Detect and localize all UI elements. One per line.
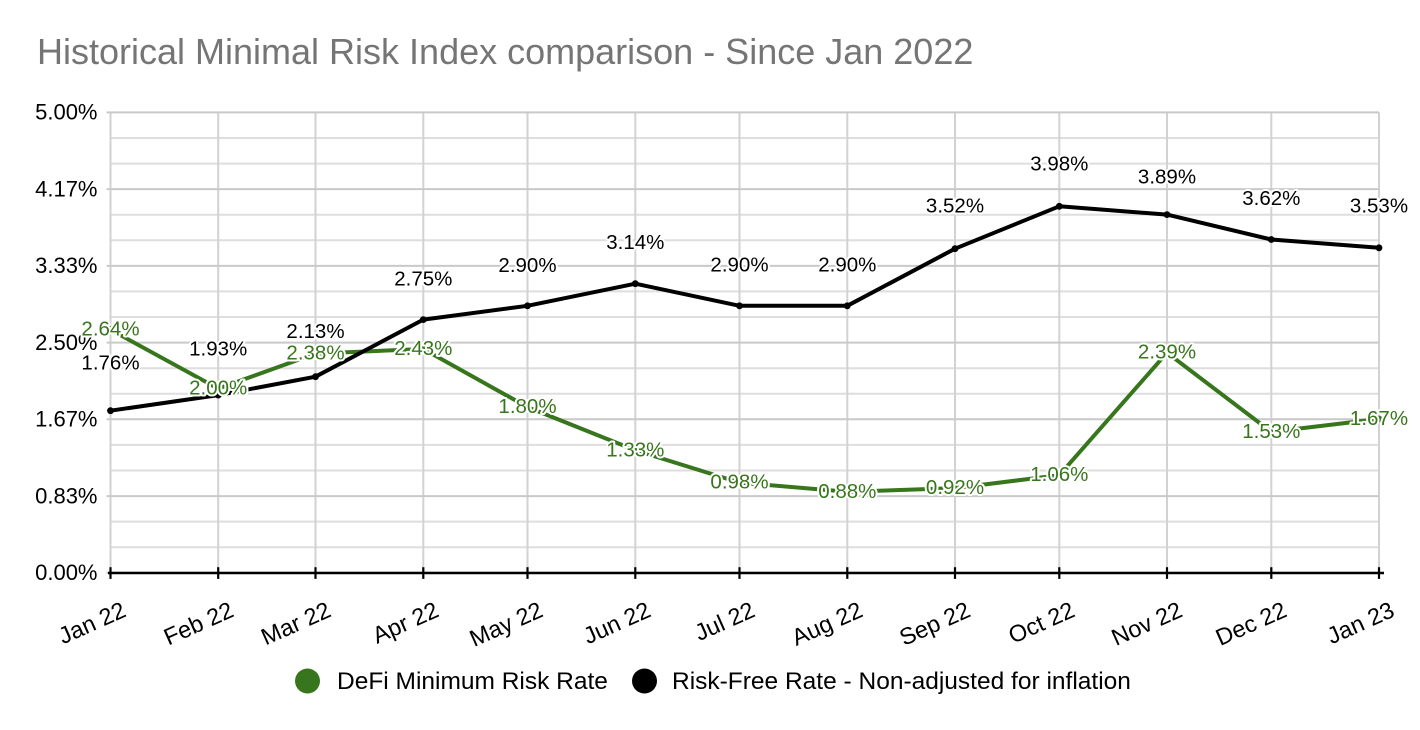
svg-text:5.00%: 5.00% [35, 100, 97, 125]
svg-text:1.06%: 1.06% [1030, 463, 1088, 486]
svg-text:1.33%: 1.33% [606, 438, 664, 461]
svg-text:2.64%: 2.64% [81, 318, 139, 341]
svg-text:2.39%: 2.39% [1138, 341, 1196, 364]
svg-text:0.00%: 0.00% [35, 560, 97, 585]
svg-text:2.13%: 2.13% [286, 320, 344, 343]
svg-text:2.90%: 2.90% [710, 253, 768, 276]
svg-text:2.90%: 2.90% [818, 253, 876, 276]
svg-text:2.50%: 2.50% [35, 330, 97, 355]
svg-text:3.53%: 3.53% [1350, 195, 1408, 218]
svg-text:4.17%: 4.17% [35, 176, 97, 201]
svg-text:DeFi Minimum Risk Rate: DeFi Minimum Risk Rate [337, 668, 608, 695]
svg-text:1.67%: 1.67% [35, 407, 97, 432]
svg-text:2.00%: 2.00% [189, 377, 247, 400]
svg-text:0.98%: 0.98% [710, 471, 768, 494]
svg-text:3.14%: 3.14% [606, 231, 664, 254]
svg-text:Risk-Free Rate - Non-adjusted: Risk-Free Rate - Non-adjusted for inflat… [672, 668, 1131, 695]
svg-text:1.93%: 1.93% [189, 338, 247, 361]
svg-text:0.83%: 0.83% [35, 483, 97, 508]
svg-text:2.90%: 2.90% [498, 254, 556, 277]
svg-text:2.43%: 2.43% [394, 337, 452, 360]
svg-text:1.80%: 1.80% [498, 395, 556, 418]
svg-text:3.98%: 3.98% [1030, 153, 1088, 176]
svg-text:3.52%: 3.52% [926, 195, 984, 218]
svg-text:1.67%: 1.67% [1350, 407, 1408, 430]
svg-text:2.38%: 2.38% [286, 342, 344, 365]
svg-text:3.62%: 3.62% [1242, 187, 1300, 210]
svg-text:Historical Minimal Risk Index: Historical Minimal Risk Index comparison… [37, 31, 973, 72]
svg-text:3.89%: 3.89% [1138, 166, 1196, 189]
svg-text:3.33%: 3.33% [35, 253, 97, 278]
svg-text:0.92%: 0.92% [926, 476, 984, 499]
svg-text:1.76%: 1.76% [81, 352, 139, 375]
svg-text:1.53%: 1.53% [1242, 420, 1300, 443]
svg-text:0.88%: 0.88% [818, 480, 876, 503]
svg-text:2.75%: 2.75% [394, 268, 452, 291]
